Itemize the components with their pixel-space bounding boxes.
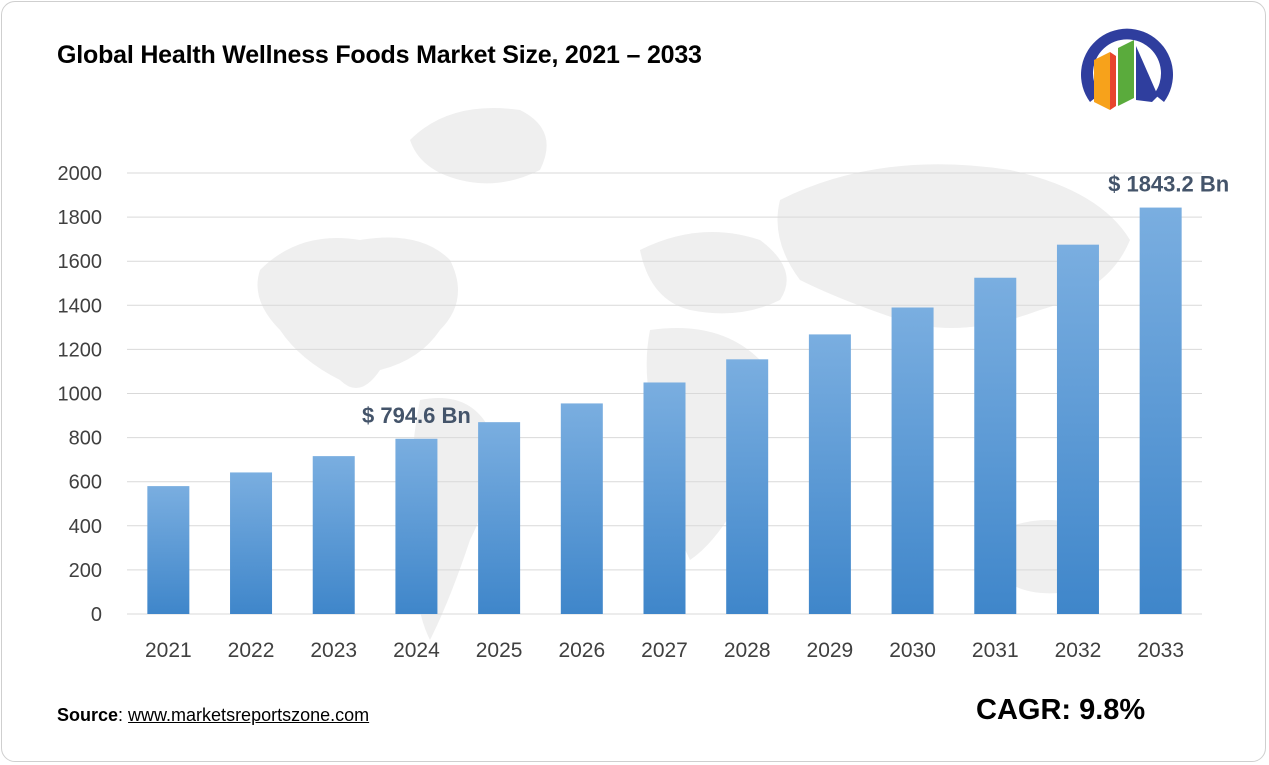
bar-2029 [808, 334, 851, 614]
y-tick-label: 1200 [58, 339, 103, 361]
cagr-label: CAGR: 9.8% [976, 694, 1146, 726]
bar-2032 [1056, 244, 1099, 614]
y-tick-label: 800 [69, 428, 102, 450]
bar-2033 [1139, 207, 1182, 614]
x-tick-label: 2033 [1137, 639, 1184, 662]
x-tick-label: 2029 [807, 639, 854, 662]
y-axis-ticks: 0 200 400 600 800 1000 1200 1400 1600 1800 2000 [58, 163, 103, 626]
chart-title: Global Health Wellness Foods Market Size… [57, 41, 702, 69]
y-tick-label: 1600 [58, 251, 103, 273]
x-tick-label: 2031 [972, 639, 1019, 662]
source-link[interactable]: www.marketsreportszone.com [128, 705, 370, 725]
y-tick-label: 2000 [58, 163, 103, 185]
bar-2030 [891, 307, 934, 614]
data-label-2024: $ 794.6 Bn [362, 403, 471, 428]
bars [147, 207, 1182, 614]
y-tick-label: 0 [91, 604, 102, 626]
logo-bar-orange [1094, 52, 1110, 110]
x-tick-label: 2025 [476, 639, 523, 662]
bar-2022 [230, 472, 273, 614]
x-tick-label: 2030 [889, 639, 936, 662]
y-tick-label: 1000 [58, 384, 103, 406]
annotations: $ 794.6 Bn $ 1843.2 Bn [362, 172, 1229, 428]
x-tick-label: 2023 [310, 639, 357, 662]
bar-2028 [726, 359, 769, 614]
x-tick-label: 2028 [724, 639, 771, 662]
y-tick-label: 1400 [58, 295, 103, 317]
x-axis-ticks: 2021 2022 2023 2024 2025 2026 2027 2028 2029 2030… [145, 639, 1184, 662]
logo-bar-red [1110, 52, 1116, 110]
x-tick-label: 2026 [558, 639, 605, 662]
bar-2026 [560, 403, 603, 614]
y-tick-label: 400 [69, 516, 102, 538]
x-tick-label: 2024 [393, 639, 440, 662]
logo-bar-green [1118, 40, 1134, 106]
y-tick-label: 200 [69, 560, 102, 582]
y-tick-label: 600 [69, 472, 102, 494]
x-tick-label: 2032 [1055, 639, 1102, 662]
source-note: Source: www.marketsreportszone.com [57, 705, 369, 726]
bar-2025 [478, 422, 521, 614]
x-tick-label: 2022 [228, 639, 275, 662]
bar-2023 [312, 456, 355, 614]
logo-arc [1081, 28, 1173, 102]
bar-2024 [395, 438, 438, 614]
bar-2021 [147, 486, 190, 614]
brand-logo-icon [1081, 28, 1173, 110]
y-tick-label: 1800 [58, 207, 103, 229]
logo-bar-blue [1136, 46, 1158, 102]
bar-2031 [974, 277, 1017, 614]
x-tick-label: 2027 [641, 639, 688, 662]
bar-2027 [643, 382, 686, 614]
source-label: Source [57, 705, 119, 725]
source-separator: : [118, 705, 129, 725]
data-label-2033: $ 1843.2 Bn [1108, 172, 1229, 197]
x-tick-label: 2021 [145, 639, 192, 662]
